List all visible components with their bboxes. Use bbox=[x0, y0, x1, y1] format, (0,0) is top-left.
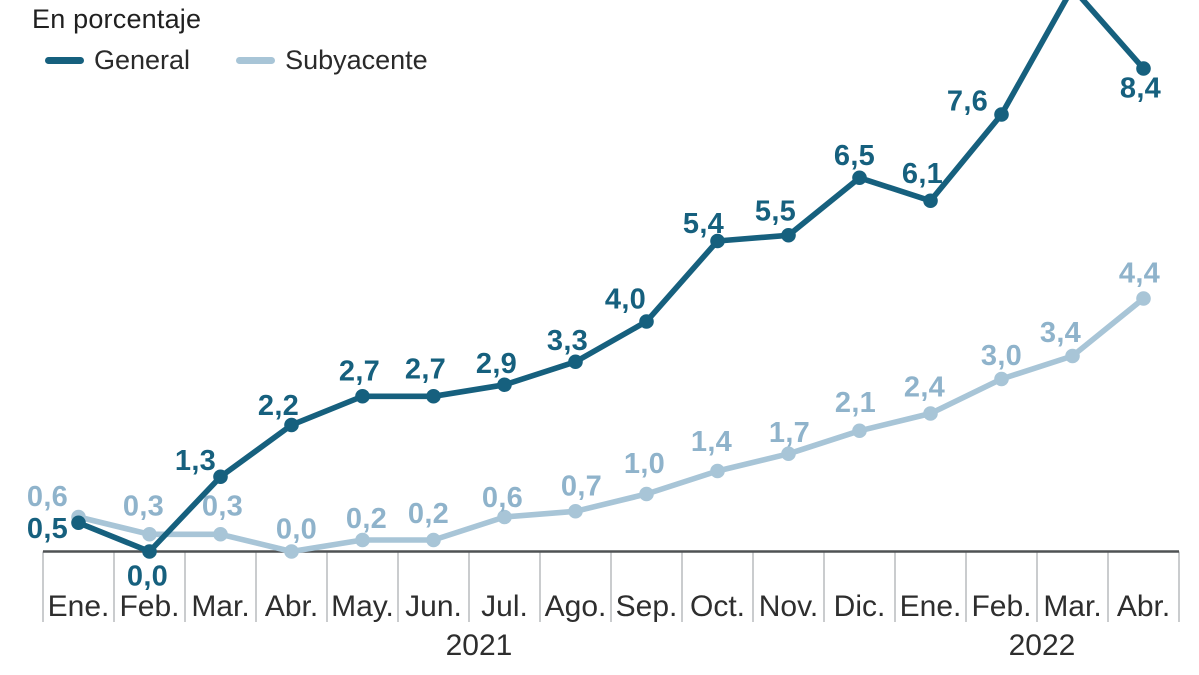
general-point bbox=[213, 469, 228, 485]
general-point bbox=[710, 233, 725, 249]
legend-item-subyacente: Subyacente bbox=[236, 45, 428, 76]
subyacente-point bbox=[213, 526, 228, 542]
general-point bbox=[1136, 61, 1151, 76]
general-value-label: 2,9 bbox=[476, 348, 517, 380]
subyacente-value-label: 0,6 bbox=[482, 482, 523, 514]
month-label: Abr. bbox=[265, 590, 318, 623]
general-value-label: 7,6 bbox=[947, 86, 988, 118]
year-label: 2021 bbox=[446, 629, 513, 662]
subyacente-value-label: 0,6 bbox=[27, 481, 68, 513]
month-label: Oct. bbox=[690, 590, 745, 623]
general-value-label: 6,1 bbox=[902, 158, 943, 190]
month-label: Ene. bbox=[900, 590, 962, 623]
month-label: May. bbox=[331, 590, 394, 623]
general-value-label: 5,4 bbox=[683, 208, 724, 240]
legend: General Subyacente bbox=[45, 45, 428, 76]
subyacente-line-swatch bbox=[236, 57, 276, 64]
subyacente-value-label: 2,1 bbox=[835, 387, 876, 419]
general-point bbox=[284, 417, 299, 433]
subyacente-point bbox=[355, 532, 370, 548]
general-value-label: 2,2 bbox=[258, 390, 299, 422]
subyacente-point bbox=[710, 463, 725, 479]
month-label: Mar. bbox=[191, 590, 249, 623]
general-value-label: 6,5 bbox=[834, 140, 875, 172]
month-label: Ago. bbox=[545, 590, 607, 623]
subyacente-point bbox=[852, 423, 867, 439]
subyacente-point bbox=[142, 526, 157, 542]
subyacente-value-label: 0,3 bbox=[123, 490, 164, 522]
general-line bbox=[75, 0, 1147, 555]
general-point bbox=[994, 107, 1009, 122]
general-point bbox=[355, 388, 370, 404]
year-label: 2022 bbox=[1009, 629, 1076, 662]
month-label: Ene. bbox=[48, 590, 110, 623]
month-label: Feb. bbox=[119, 590, 179, 623]
month-label: Abr. bbox=[1117, 590, 1170, 623]
subyacente-point bbox=[426, 532, 441, 548]
subyacente-point bbox=[1136, 291, 1151, 306]
subyacente-point bbox=[568, 503, 583, 519]
general-point bbox=[781, 227, 796, 243]
subyacente-point bbox=[639, 486, 654, 502]
general-point bbox=[142, 544, 157, 559]
subyacente-value-label: 0,7 bbox=[561, 470, 602, 502]
subyacente-value-label: 0,3 bbox=[202, 490, 243, 522]
month-label: Nov. bbox=[759, 590, 818, 623]
subyacente-value-label: 1,0 bbox=[624, 448, 665, 480]
subyacente-value-label: 0,2 bbox=[408, 498, 449, 530]
subyacente-value-label: 0,2 bbox=[346, 503, 387, 535]
subyacente-value-label: 3,4 bbox=[1040, 317, 1081, 349]
subyacente-value-label: 4,4 bbox=[1119, 258, 1160, 290]
subyacente-value-label: 3,0 bbox=[981, 340, 1022, 372]
general-line-swatch bbox=[45, 57, 84, 64]
general-value-label: 3,3 bbox=[547, 325, 588, 357]
general-value-label: 2,7 bbox=[339, 355, 380, 387]
month-label: Jul. bbox=[481, 590, 528, 623]
subyacente-point bbox=[497, 509, 512, 525]
subyacente-point bbox=[994, 371, 1009, 387]
general-value-label: 0,0 bbox=[127, 561, 168, 593]
general-point bbox=[639, 314, 654, 329]
general-value-label: 4,0 bbox=[605, 284, 646, 316]
general-value-label: 0,5 bbox=[27, 513, 68, 545]
subyacente-value-label: 1,4 bbox=[691, 426, 732, 458]
subyacente-point bbox=[781, 446, 796, 462]
general-value-label: 2,7 bbox=[405, 353, 446, 385]
general-value-label: 5,5 bbox=[755, 195, 796, 227]
legend-item-general: General bbox=[45, 45, 190, 76]
general-point bbox=[71, 515, 86, 531]
general-point bbox=[497, 377, 512, 393]
general-point bbox=[923, 193, 938, 209]
subyacente-line bbox=[75, 295, 1147, 555]
subyacente-value-label: 0,0 bbox=[276, 514, 317, 546]
month-label: Dic. bbox=[834, 590, 886, 623]
legend-label-general: General bbox=[94, 45, 191, 75]
subyacente-point bbox=[1065, 348, 1080, 364]
month-label: Sep. bbox=[616, 590, 678, 623]
month-label: Jun. bbox=[405, 590, 462, 623]
subyacente-point bbox=[923, 406, 938, 421]
month-label: Mar. bbox=[1043, 590, 1101, 623]
legend-label-subyacente: Subyacente bbox=[285, 45, 428, 75]
subyacente-point bbox=[284, 544, 299, 559]
general-value-label: 8,4 bbox=[1120, 73, 1161, 105]
subyacente-value-label: 1,7 bbox=[769, 417, 810, 449]
general-point bbox=[852, 170, 867, 186]
general-point bbox=[568, 354, 583, 370]
month-label: Feb. bbox=[971, 590, 1031, 623]
general-value-label: 1,3 bbox=[175, 445, 216, 477]
subyacente-value-label: 2,4 bbox=[904, 372, 945, 404]
chart-subtitle: En porcentaje bbox=[32, 4, 202, 34]
general-point bbox=[426, 388, 441, 404]
